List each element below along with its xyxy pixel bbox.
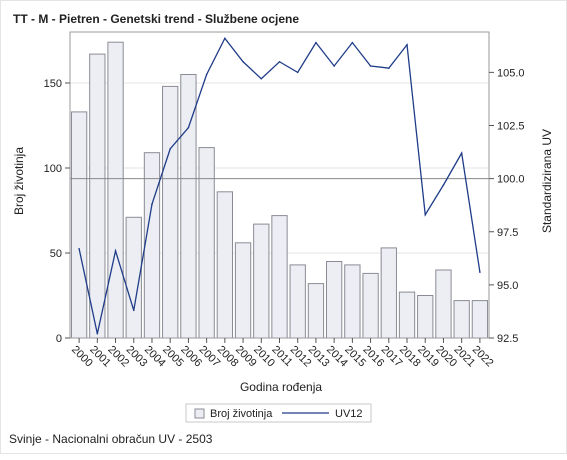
y-axis-left: 0 50 100 150 xyxy=(44,78,70,345)
uv-point xyxy=(96,332,99,335)
y-left-tick-label: 100 xyxy=(44,163,62,175)
bar xyxy=(253,223,270,339)
bar xyxy=(417,295,434,339)
uv-point xyxy=(151,203,153,205)
bar xyxy=(198,147,215,339)
bar xyxy=(380,247,397,339)
y-left-tick-label: 150 xyxy=(44,78,62,90)
uv-point xyxy=(460,152,463,154)
uv-point xyxy=(424,213,427,216)
uv-point xyxy=(333,65,335,67)
legend-box xyxy=(185,403,372,423)
uv-point xyxy=(169,148,171,150)
legend: Broj životinja UV12 xyxy=(185,403,372,423)
bar xyxy=(453,300,470,339)
uv-point xyxy=(351,41,354,44)
y-right-tick-label: 95.0 xyxy=(497,280,518,292)
uv-point xyxy=(187,126,190,129)
y-axis-left-label: Broj životinja xyxy=(12,147,26,215)
chart-title: TT - M - Pietren - Genetski trend - Služ… xyxy=(13,12,299,26)
uv-point xyxy=(278,60,281,63)
bar xyxy=(216,191,233,339)
bar xyxy=(289,264,306,339)
uv-point xyxy=(132,309,135,312)
uv-point xyxy=(369,65,372,67)
y-right-tick-label: 97.5 xyxy=(497,227,518,239)
uv-point xyxy=(479,271,481,273)
bars xyxy=(70,41,489,339)
bar xyxy=(271,215,288,339)
uv-point xyxy=(315,41,317,44)
bar xyxy=(326,261,343,339)
bar xyxy=(307,283,325,339)
bar xyxy=(471,300,489,339)
uv-point xyxy=(260,77,263,80)
bar xyxy=(362,272,379,339)
bar xyxy=(162,85,179,339)
uv-point xyxy=(114,250,117,252)
y-left-tick-label: 0 xyxy=(56,333,62,345)
uv-point xyxy=(242,60,244,63)
x-axis: 2000200120022003200420052006200720082009… xyxy=(69,338,496,369)
bar xyxy=(435,269,452,339)
y-right-tick-label: 100.0 xyxy=(497,174,525,186)
bar xyxy=(234,242,252,339)
bar xyxy=(70,111,88,339)
uv-point xyxy=(406,43,408,46)
bar xyxy=(107,41,124,339)
uv-line xyxy=(78,37,481,335)
y-axis-right: 92.5 95.0 97.5 100.0 102.5 105.0 xyxy=(489,67,525,345)
uv-point xyxy=(224,37,226,40)
bar xyxy=(180,74,197,339)
y-right-tick-label: 105.0 xyxy=(497,67,525,79)
uv-point xyxy=(388,67,390,69)
bar xyxy=(89,53,106,339)
bar xyxy=(143,152,161,339)
y-left-tick-label: 50 xyxy=(50,248,62,260)
bar xyxy=(398,291,416,339)
uv-point xyxy=(205,73,208,76)
footnote: Svinje - Nacionalni obračun UV - 2503 xyxy=(9,432,213,446)
uv-point xyxy=(442,184,445,186)
y-right-tick-label: 102.5 xyxy=(497,121,525,133)
legend-bar-label: Broj životinja xyxy=(210,408,273,420)
uv-point xyxy=(296,71,299,74)
legend-line-label: UV12 xyxy=(335,408,363,420)
x-axis-label: Godina rođenja xyxy=(240,380,322,394)
y-right-tick-label: 92.5 xyxy=(497,333,518,345)
bar xyxy=(344,264,361,339)
legend-bar-swatch xyxy=(194,408,205,419)
y-axis-right-label: Standardizirana UV xyxy=(540,129,554,233)
uv-point xyxy=(78,247,80,250)
